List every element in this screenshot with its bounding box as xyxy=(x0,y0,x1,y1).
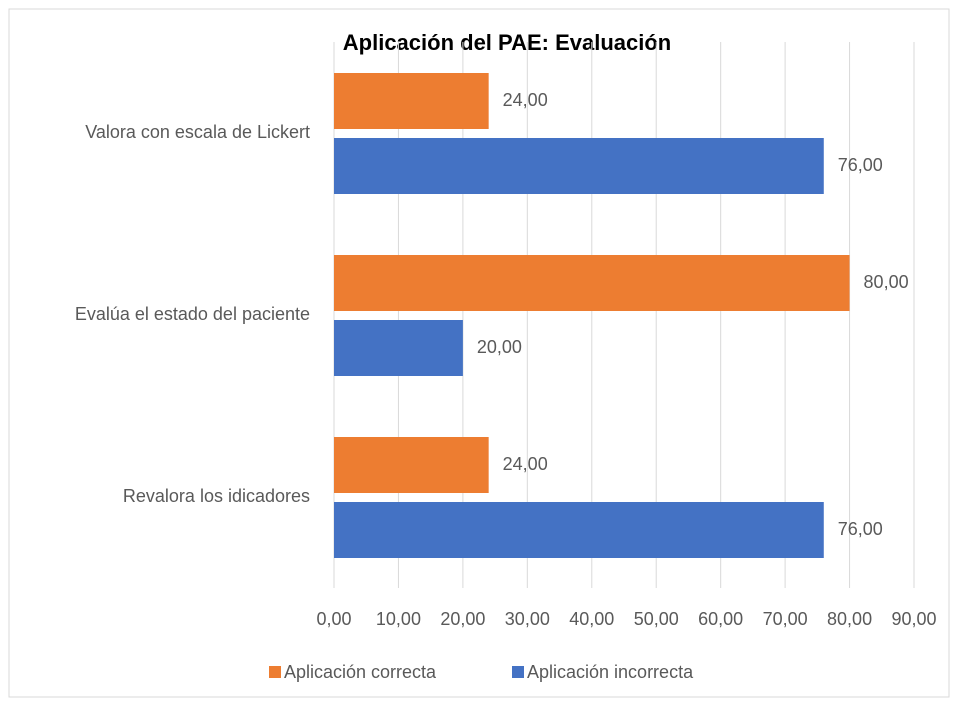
value-label: 76,00 xyxy=(838,155,883,175)
value-label: 80,00 xyxy=(864,272,909,292)
chart-title: Aplicación del PAE: Evaluación xyxy=(343,30,671,55)
value-label: 24,00 xyxy=(503,454,548,474)
x-tick-label: 90,00 xyxy=(891,609,936,629)
x-tick-label: 80,00 xyxy=(827,609,872,629)
bar xyxy=(334,502,824,558)
y-tick-label: Evalúa el estado del paciente xyxy=(75,304,310,324)
bar xyxy=(334,255,850,311)
bar xyxy=(334,437,489,493)
legend-swatch xyxy=(269,666,281,678)
value-label: 24,00 xyxy=(503,90,548,110)
y-tick-label: Valora con escala de Lickert xyxy=(85,122,310,142)
legend-label: Aplicación incorrecta xyxy=(527,662,694,682)
value-label: 20,00 xyxy=(477,337,522,357)
value-label: 76,00 xyxy=(838,519,883,539)
legend-label: Aplicación correcta xyxy=(284,662,437,682)
x-tick-label: 10,00 xyxy=(376,609,421,629)
legend-swatch xyxy=(512,666,524,678)
y-tick-label: Revalora los idicadores xyxy=(123,486,310,506)
x-tick-label: 70,00 xyxy=(763,609,808,629)
bar xyxy=(334,73,489,129)
x-tick-label: 20,00 xyxy=(440,609,485,629)
bar xyxy=(334,138,824,194)
x-tick-label: 0,00 xyxy=(316,609,351,629)
x-tick-label: 60,00 xyxy=(698,609,743,629)
bar xyxy=(334,320,463,376)
x-tick-label: 50,00 xyxy=(634,609,679,629)
x-tick-label: 30,00 xyxy=(505,609,550,629)
x-tick-label: 40,00 xyxy=(569,609,614,629)
